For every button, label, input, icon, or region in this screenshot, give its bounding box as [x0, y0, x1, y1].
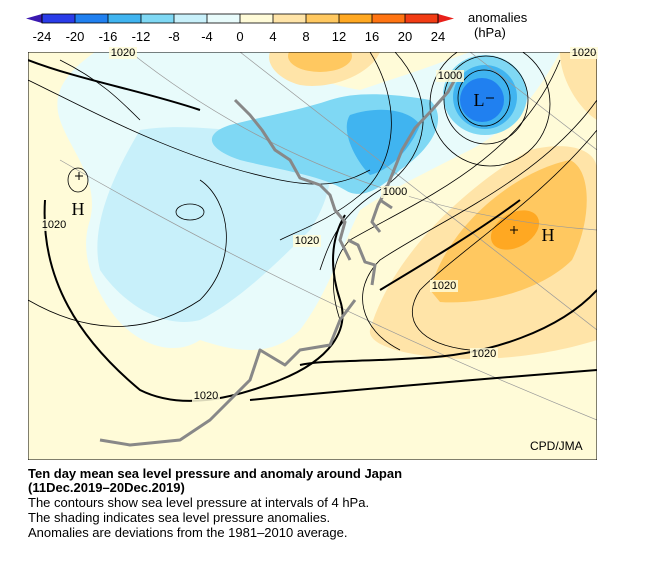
colorbar-tick-label: 0 [236, 29, 243, 44]
colorbar-over [438, 14, 454, 23]
anomaly-area [288, 52, 352, 72]
colorbar-segment [273, 14, 306, 23]
map [28, 52, 597, 460]
contour-label: 1020 [472, 348, 496, 360]
caption-period: (11Dec.2019–20Dec.2019) [28, 480, 185, 495]
label-bg [570, 47, 598, 59]
colorbar-segment [240, 14, 273, 23]
anomaly-area [346, 109, 420, 175]
colorbar-tick-label: 12 [332, 29, 346, 44]
colorbar: -24 -20 -16 -12 -8 -4 0 4 8 12 16 20 24 [26, 13, 454, 44]
label-bg [293, 235, 321, 247]
colorbar-unit: (hPa) [474, 25, 506, 40]
label-bg [192, 390, 220, 402]
contour-label: 1020 [111, 47, 135, 59]
colorbar-segment [405, 14, 438, 23]
colorbar-title: anomalies [468, 10, 528, 25]
label-bg [430, 280, 458, 292]
map-labels: 1020 1020 1000 1000 1020 1020 1020 1020 1020 L H H [40, 47, 598, 402]
colorbar-segment [42, 14, 75, 23]
colorbar-tick-label: -8 [168, 29, 180, 44]
isobars [28, 52, 597, 351]
colorbar-tick-label: -4 [201, 29, 213, 44]
pressure-center: H [72, 199, 85, 219]
colorbar-tick-label: 24 [431, 29, 445, 44]
colorbar-segment [339, 14, 372, 23]
colorbar-tick-label: 8 [302, 29, 309, 44]
colorbar-segment [75, 14, 108, 23]
caption-lines: The contours show sea level pressure at … [28, 495, 369, 540]
contour-label: 1000 [438, 70, 462, 82]
center-cross [75, 97, 518, 234]
colorbar-segment [306, 14, 339, 23]
credit: CPD/JMA [530, 439, 583, 453]
colorbar-segment [372, 14, 405, 23]
colorbar-segment [207, 14, 240, 23]
label-bg [381, 186, 409, 198]
anomaly-area [97, 127, 331, 322]
colorbar-tick-label: 20 [398, 29, 412, 44]
colorbar-tick-label: 4 [269, 29, 276, 44]
contour-label: 1020 [42, 219, 66, 231]
graticule [59, 52, 597, 421]
colorbar-segment [141, 14, 174, 23]
pressure-center: H [542, 225, 555, 245]
colorbar-segment [108, 14, 141, 23]
label-bg [470, 348, 498, 360]
pressure-center: L [474, 90, 485, 110]
caption-line: The shading indicates sea level pressure… [28, 510, 330, 525]
colorbar-tick-label: -12 [132, 29, 151, 44]
caption-title: Ten day mean sea level pressure and anom… [28, 466, 402, 481]
colorbar-segment [174, 14, 207, 23]
contour-label: 1000 [383, 186, 407, 198]
isobar-1020 [28, 59, 597, 402]
colorbar-tick-label: 16 [365, 29, 379, 44]
colorbar-tick-label: -20 [66, 29, 85, 44]
caption-line: The contours show sea level pressure at … [28, 495, 369, 510]
colorbar-tick-label: -24 [33, 29, 52, 44]
anomaly-area [560, 52, 597, 120]
anomaly-area [460, 78, 504, 122]
contour-label: 1020 [572, 47, 596, 59]
label-bg [109, 47, 137, 59]
contour-label: 1020 [194, 390, 218, 402]
colorbar-under [26, 14, 42, 23]
caption-line: Anomalies are deviations from the 1981–2… [28, 525, 347, 540]
contour-label: 1020 [295, 235, 319, 247]
coastline [99, 69, 462, 447]
label-bg [436, 70, 464, 82]
contour-label: 1020 [432, 280, 456, 292]
colorbar-tick-label: -16 [99, 29, 118, 44]
label-bg [40, 219, 68, 231]
